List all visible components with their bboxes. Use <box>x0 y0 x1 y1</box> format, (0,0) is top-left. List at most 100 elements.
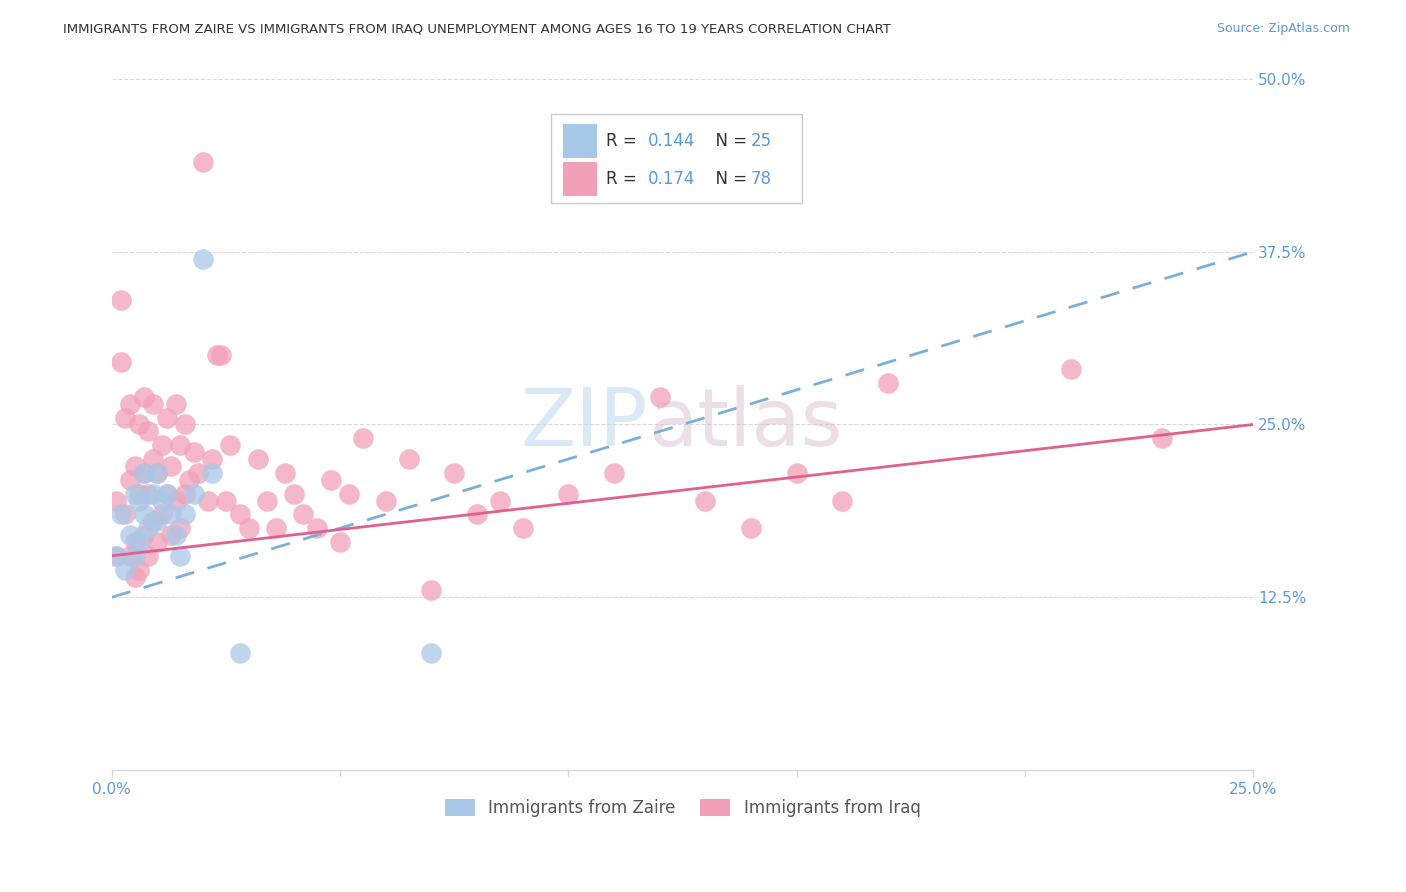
Point <box>1150 431 1173 445</box>
Point <box>292 508 315 522</box>
Point <box>420 583 443 598</box>
Point <box>420 646 443 660</box>
Point <box>169 438 191 452</box>
Point <box>205 348 228 362</box>
Point <box>1059 362 1081 376</box>
Point <box>165 528 187 542</box>
Point <box>150 508 173 522</box>
Point <box>146 466 169 480</box>
Point <box>160 528 183 542</box>
Point <box>128 535 150 549</box>
Point <box>105 549 128 563</box>
Point <box>219 438 242 452</box>
FancyBboxPatch shape <box>562 162 598 196</box>
Point <box>128 417 150 432</box>
Point <box>160 508 183 522</box>
Point <box>215 493 238 508</box>
Point <box>146 535 169 549</box>
Point <box>831 493 853 508</box>
Point <box>132 528 155 542</box>
Point <box>191 155 214 169</box>
Point <box>142 452 165 467</box>
Point <box>124 486 146 500</box>
Text: N =: N = <box>706 170 752 188</box>
Point <box>169 549 191 563</box>
Point <box>512 521 534 535</box>
Text: 0.174: 0.174 <box>648 170 696 188</box>
Point <box>146 514 169 528</box>
Text: N =: N = <box>706 132 752 150</box>
Point <box>398 452 420 467</box>
Text: 25: 25 <box>751 132 772 150</box>
Point <box>246 452 269 467</box>
Point <box>124 535 146 549</box>
Point <box>465 508 488 522</box>
Point <box>105 549 128 563</box>
Point <box>110 355 132 369</box>
Text: Source: ZipAtlas.com: Source: ZipAtlas.com <box>1216 22 1350 36</box>
Point <box>110 293 132 307</box>
Point <box>124 458 146 473</box>
Point <box>124 569 146 583</box>
Point <box>201 466 224 480</box>
Point <box>283 486 305 500</box>
Point <box>132 390 155 404</box>
Point <box>142 397 165 411</box>
FancyBboxPatch shape <box>551 113 803 203</box>
Point <box>179 473 201 487</box>
Point <box>118 528 141 542</box>
Point <box>352 431 374 445</box>
Point <box>209 348 232 362</box>
FancyBboxPatch shape <box>562 124 598 159</box>
Point <box>264 521 287 535</box>
Point <box>146 466 169 480</box>
Legend: Immigrants from Zaire, Immigrants from Iraq: Immigrants from Zaire, Immigrants from I… <box>437 792 927 824</box>
Point <box>238 521 260 535</box>
Point <box>695 493 717 508</box>
Point <box>155 486 177 500</box>
Point <box>105 493 128 508</box>
Point <box>114 410 136 425</box>
Point <box>142 486 165 500</box>
Point <box>128 493 150 508</box>
Point <box>165 397 187 411</box>
Point <box>183 486 205 500</box>
Point <box>187 466 209 480</box>
Point <box>118 549 141 563</box>
Point <box>173 486 195 500</box>
Point <box>329 535 352 549</box>
Point <box>132 508 155 522</box>
Text: 0.144: 0.144 <box>648 132 696 150</box>
Text: 78: 78 <box>751 170 772 188</box>
Point <box>128 563 150 577</box>
Point <box>155 410 177 425</box>
Point <box>136 521 159 535</box>
Point <box>197 493 219 508</box>
Point <box>165 493 187 508</box>
Point <box>150 438 173 452</box>
Point <box>183 445 205 459</box>
Point <box>443 466 465 480</box>
Point <box>150 493 173 508</box>
Point <box>173 508 195 522</box>
Point <box>155 486 177 500</box>
Point <box>274 466 297 480</box>
Point <box>228 508 250 522</box>
Text: atlas: atlas <box>648 385 842 464</box>
Point <box>128 486 150 500</box>
Point <box>201 452 224 467</box>
Point <box>124 549 146 563</box>
Text: IMMIGRANTS FROM ZAIRE VS IMMIGRANTS FROM IRAQ UNEMPLOYMENT AMONG AGES 16 TO 19 Y: IMMIGRANTS FROM ZAIRE VS IMMIGRANTS FROM… <box>63 22 891 36</box>
Point <box>489 493 512 508</box>
Point <box>118 473 141 487</box>
Point <box>191 252 214 266</box>
Point <box>557 486 579 500</box>
Point <box>110 508 132 522</box>
Point <box>786 466 808 480</box>
Point <box>173 417 195 432</box>
Point <box>319 473 342 487</box>
Point <box>132 466 155 480</box>
Point <box>142 514 165 528</box>
Point <box>160 458 183 473</box>
Point <box>114 563 136 577</box>
